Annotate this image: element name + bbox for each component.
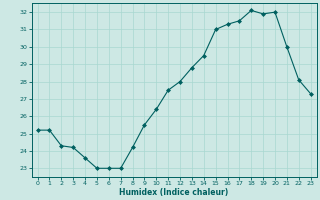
X-axis label: Humidex (Indice chaleur): Humidex (Indice chaleur) [119, 188, 229, 197]
